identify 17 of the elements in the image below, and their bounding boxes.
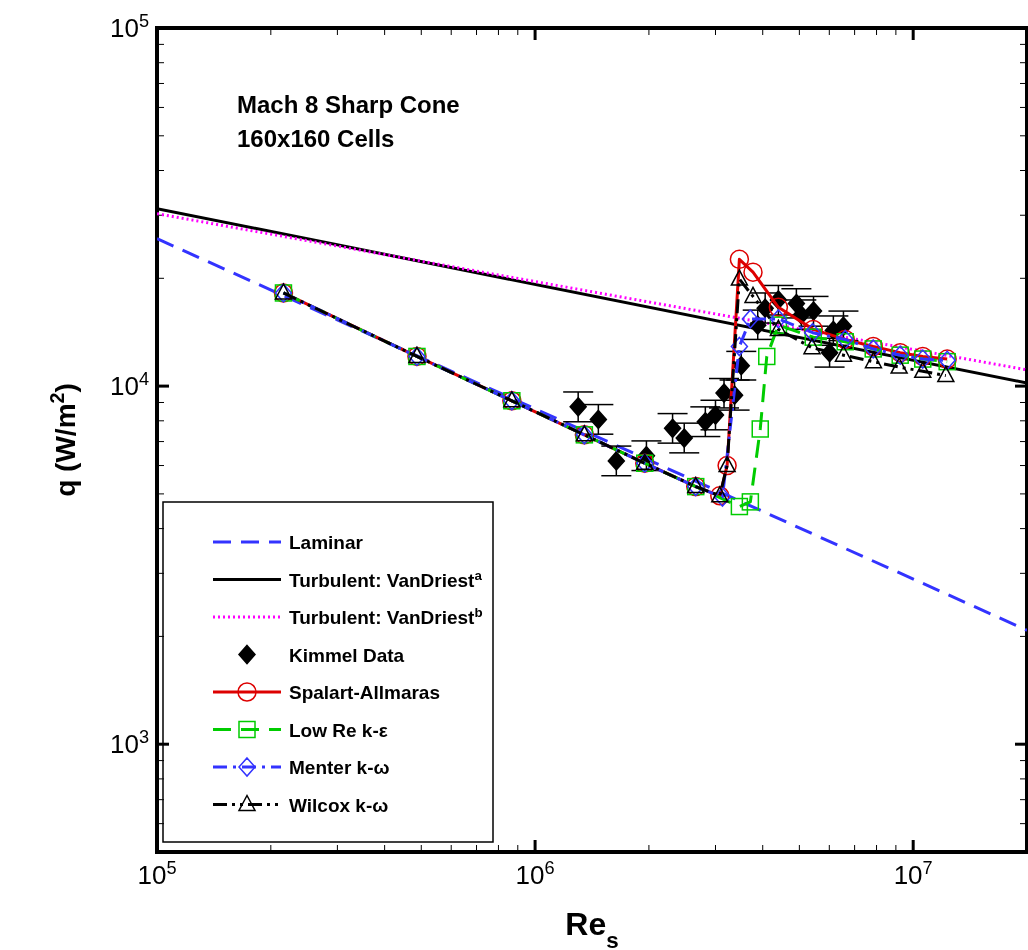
text: 160x160 Cells xyxy=(237,125,395,152)
legend-label: Turbulent: VanDriest$^{b}$ xyxy=(289,604,483,628)
legend-label: Wilcox k-ω xyxy=(289,794,389,816)
x-tick-label: 10$^{6}$ xyxy=(515,858,555,890)
text: Mach 8 Sharp Cone xyxy=(237,91,460,118)
legend-label: Spalart-Allmaras xyxy=(289,682,441,703)
y-tick-label: 10$^{4}$ xyxy=(109,369,149,402)
x-tick-label: 10$^{7}$ xyxy=(893,858,933,890)
y-tick-label: 10$^{3}$ xyxy=(109,727,149,760)
legend-label: Low Re k-ε xyxy=(289,719,388,741)
legend-label: Kimmel Data xyxy=(289,644,405,666)
y-tick-label: 10$^{5}$ xyxy=(109,11,149,43)
x-axis-title: Re$_{s}$ xyxy=(565,906,619,950)
legend-label: Menter k-ω xyxy=(289,757,390,778)
legend-label: Turbulent: VanDriest$^{a}$ xyxy=(289,567,483,591)
legend-label: Laminar xyxy=(289,532,364,553)
x-tick-label: 10$^{5}$ xyxy=(137,858,177,890)
